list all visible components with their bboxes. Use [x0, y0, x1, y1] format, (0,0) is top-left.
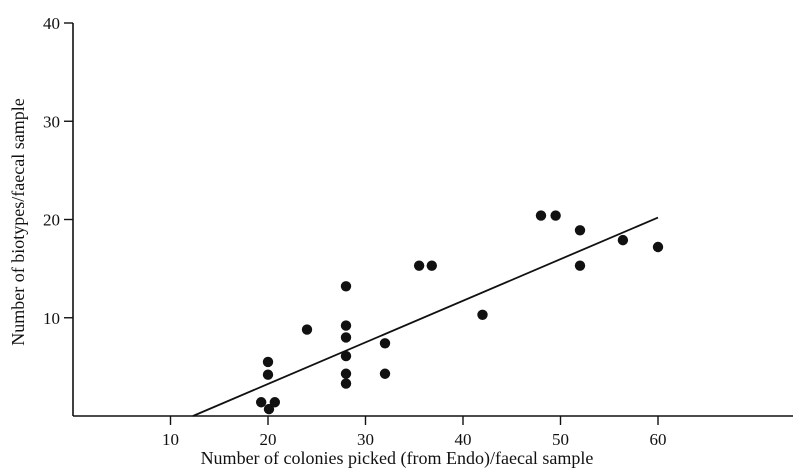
data-point	[550, 210, 561, 221]
data-point	[379, 338, 391, 349]
data-point	[301, 324, 313, 335]
x-tick-label: 40	[455, 430, 472, 449]
x-tick-label: 50	[552, 430, 569, 449]
data-point	[340, 332, 352, 343]
data-point	[340, 350, 352, 362]
data-point	[652, 241, 664, 253]
data-point	[269, 397, 281, 408]
y-tick-label: 10	[43, 309, 60, 328]
x-tick-label: 60	[650, 430, 667, 449]
data-point	[340, 281, 352, 292]
y-tick-label: 30	[43, 112, 60, 131]
data-point	[340, 368, 352, 379]
x-tick-label: 10	[162, 430, 179, 449]
data-point	[262, 356, 274, 368]
data-point	[340, 378, 352, 389]
ticks: 10 20 30 40 50 60 10 20 30 40	[43, 14, 667, 449]
data-point	[426, 260, 437, 271]
data-point	[379, 368, 391, 379]
regression-line	[192, 216, 659, 417]
data-point	[262, 369, 274, 380]
data-point	[477, 309, 488, 321]
axes	[72, 23, 793, 417]
data-point	[574, 260, 586, 271]
data-points	[255, 210, 664, 415]
data-point	[617, 234, 629, 246]
y-tick-label: 20	[43, 211, 60, 230]
data-point	[340, 320, 352, 331]
y-tick-label: 40	[43, 14, 60, 33]
data-point	[413, 260, 425, 271]
data-point	[574, 225, 586, 236]
data-point	[263, 403, 275, 415]
data-point	[255, 397, 267, 408]
data-point	[535, 210, 547, 221]
y-axis-label: Number of biotypes/faecal sample	[8, 98, 28, 345]
x-axis-label: Number of colonies picked (from Endo)/fa…	[201, 448, 594, 469]
trend-line-group	[192, 216, 659, 417]
x-tick-label: 20	[260, 430, 277, 449]
x-tick-label: 30	[357, 430, 374, 449]
